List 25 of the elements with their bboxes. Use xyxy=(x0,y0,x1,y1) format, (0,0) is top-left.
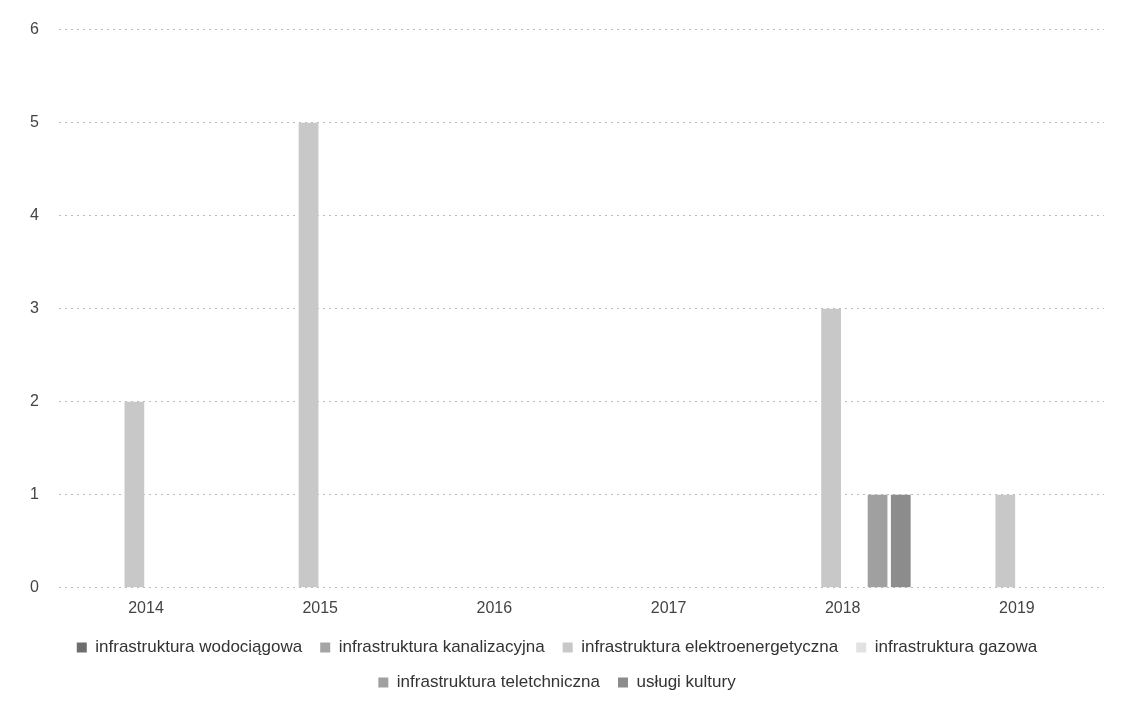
legend-label: infrastruktura wodociągowa xyxy=(95,637,303,657)
y-tick-label: 6 xyxy=(29,20,39,38)
y-tick-label: 0 xyxy=(29,578,39,596)
x-tick-label: 2015 xyxy=(302,598,339,616)
x-tick-label: 2019 xyxy=(999,598,1035,616)
bar xyxy=(995,494,1016,588)
y-tick-label: 2 xyxy=(29,392,39,410)
bar xyxy=(890,494,911,588)
bar xyxy=(298,122,319,588)
legend-label: infrastruktura teletchniczna xyxy=(396,672,601,692)
legend-label: infrastruktura kanalizacyjna xyxy=(338,637,546,657)
bar xyxy=(124,401,145,588)
legend-label: infrastruktura elektroenergetyczna xyxy=(581,637,839,657)
y-tick-label: 4 xyxy=(29,206,39,224)
legend-label: usługi kultury xyxy=(636,672,737,692)
bar xyxy=(821,308,841,588)
x-tick-label: 2018 xyxy=(824,598,861,616)
x-tick-label: 2016 xyxy=(476,598,513,616)
legend-label: infrastruktura gazowa xyxy=(874,637,1038,657)
y-tick-label: 5 xyxy=(29,113,39,131)
x-tick-label: 2014 xyxy=(128,598,164,616)
y-tick-label: 1 xyxy=(29,485,39,503)
bar xyxy=(867,494,888,588)
x-tick-label: 2017 xyxy=(650,598,687,616)
y-tick-label: 3 xyxy=(29,299,39,317)
